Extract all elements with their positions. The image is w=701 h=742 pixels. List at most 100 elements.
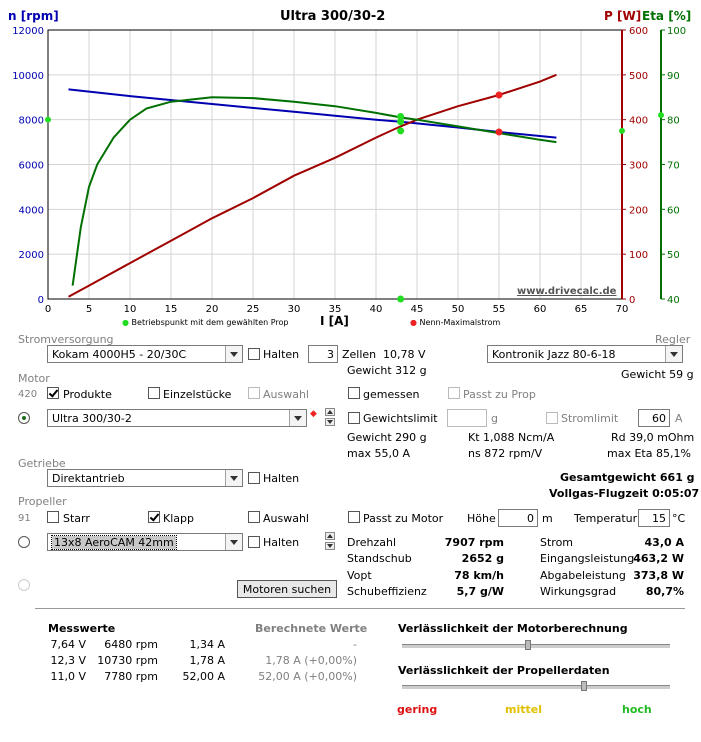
watermark: www.drivecalc.de [517, 286, 617, 297]
gemessen-checkbox[interactable] [348, 387, 360, 399]
hoch-label: hoch [622, 703, 652, 716]
propeller-label: Propeller [18, 495, 67, 508]
vollgas-flugzeit: Vollgas-Flugzeit 0:05:07 [549, 487, 700, 500]
zellen-input[interactable]: 3 [308, 345, 338, 363]
prop-select-value: 13x8 AeroCAM 42mm [51, 535, 177, 550]
passt-zu-prop-checkbox[interactable] [448, 387, 460, 399]
motor-weight: Gewicht 290 g [347, 431, 427, 444]
berechnete-heading: Berechnete Werte [255, 622, 368, 635]
x-tick-label: 70 [616, 304, 629, 315]
eta-edge-marker [658, 112, 664, 119]
spin-down-icon[interactable] [325, 542, 335, 550]
motor-select[interactable]: Ultra 300/30-2 [47, 409, 307, 427]
x-tick-label: 25 [247, 304, 260, 315]
eta-tick-label: 80 [667, 116, 680, 127]
vopt-value: 78 km/h [454, 569, 504, 582]
prop-count: 91 [18, 513, 31, 524]
nenn-point [495, 128, 503, 136]
schubeffizienz-value: 5,7 g/W [456, 585, 504, 598]
motoren-suchen-button[interactable]: Motoren suchen [237, 580, 337, 598]
x-tick-label: 15 [165, 304, 178, 315]
chart-title: Ultra 300/30-2 [280, 9, 386, 24]
gewichtslimit-checkbox[interactable] [348, 412, 360, 424]
gesamtgewicht: Gesamtgewicht 661 g [560, 471, 695, 484]
x-axis-label: I [A] [320, 314, 349, 328]
motor-ns: ns 872 rpm/V [468, 447, 543, 460]
stromlimit-checkbox[interactable] [546, 412, 558, 424]
regler-label: Regler [655, 333, 691, 346]
halten-battery-checkbox[interactable] [248, 348, 260, 360]
performance-chart: 0 5 10 15 20 25 30 35 40 45 50 55 60 65 70020004000600… [12, 26, 686, 315]
motor-reliability-thumb[interactable] [524, 640, 531, 650]
left-tick-label: 2000 [19, 250, 44, 261]
hoehe-input[interactable]: 0 [498, 509, 538, 527]
halten-battery-label: Halten [263, 348, 300, 361]
getriebe-label: Getriebe [18, 457, 66, 470]
third-radio[interactable] [18, 579, 30, 591]
spin-down-icon[interactable] [325, 418, 335, 426]
drehzahl-value: 7907 rpm [444, 536, 504, 549]
spin-up-icon[interactable] [325, 532, 335, 540]
stromlimit-input[interactable]: 60 [638, 409, 670, 427]
left-tick-label: 4000 [19, 205, 44, 216]
motor-label: Motor [18, 372, 50, 385]
verl-prop-label: Verlässlichkeit der Propellerdaten [398, 664, 610, 677]
x-tick-label: 50 [452, 304, 465, 315]
passt-zu-motor-checkbox[interactable] [348, 511, 360, 523]
prop-select[interactable]: 13x8 AeroCAM 42mm [47, 533, 243, 551]
prop-radio[interactable] [18, 536, 30, 548]
temperatur-input[interactable]: 15 [638, 509, 670, 527]
regler-weight: Gewicht 59 g [621, 368, 694, 381]
x-tick-label: 55 [493, 304, 506, 315]
einzelstuecke-checkbox[interactable] [148, 387, 160, 399]
eta-series-line [71, 96, 557, 286]
motor-radio[interactable] [18, 412, 30, 424]
x-tick-label: 60 [534, 304, 547, 315]
drehzahl-label: Drehzahl [347, 536, 397, 549]
x-tick-label: 40 [370, 304, 383, 315]
left-axis-label: n [rpm] [8, 9, 59, 23]
meas-calculated: - [353, 638, 357, 651]
halten-getriebe-checkbox[interactable] [248, 472, 260, 484]
m-unit-label: m [542, 512, 553, 525]
auswahl-motor-checkbox[interactable] [248, 387, 260, 399]
a-unit-label: A [675, 412, 683, 425]
regler-select[interactable]: Kontronik Jazz 80-6-18 [487, 345, 683, 363]
betriebspunkt-point [397, 127, 405, 135]
right-axis-label-eta: Eta [%] [642, 9, 692, 23]
prop-reliability-thumb[interactable] [581, 681, 588, 691]
power-series-line [68, 73, 557, 298]
halten-prop-checkbox[interactable] [248, 536, 260, 548]
gewichtslimit-input[interactable] [447, 409, 487, 427]
x-tick-label: 5 [86, 304, 92, 315]
gering-label: gering [397, 703, 438, 716]
motor-spinner[interactable] [325, 408, 335, 426]
abgabeleistung-label: Abgabeleistung [540, 569, 626, 582]
starr-checkbox[interactable] [47, 511, 59, 523]
meas-current: 52,00 A [182, 670, 225, 683]
red-diamond-icon: ◆ [310, 409, 317, 419]
produkte-checkbox[interactable] [47, 387, 59, 399]
left-tick-label: 0 [38, 295, 44, 306]
meas-rpm: 6480 rpm [104, 638, 158, 651]
motor-max-current: max 55,0 A [347, 447, 410, 460]
hoehe-label: Höhe [467, 512, 496, 525]
eingangsleistung-value: 463,2 W [633, 552, 684, 565]
battery-select[interactable]: Kokam 4000H5 - 20/30C [47, 345, 243, 363]
spin-up-icon[interactable] [325, 408, 335, 416]
produkte-label: Produkte [63, 388, 112, 401]
x-tick-label: 20 [206, 304, 219, 315]
battery-select-value: Kokam 4000H5 - 20/30C [52, 348, 187, 361]
chevron-down-icon [665, 346, 682, 362]
standschub-label: Standschub [347, 552, 412, 565]
auswahl-prop-checkbox[interactable] [248, 511, 260, 523]
klapp-checkbox[interactable] [148, 511, 160, 523]
motor-max-eta: max Eta 85,1% [607, 447, 691, 460]
zellen-label: Zellen [342, 348, 377, 361]
getriebe-select[interactable]: Direktantrieb [47, 469, 243, 487]
halten-getriebe-label: Halten [263, 472, 300, 485]
regler-select-value: Kontronik Jazz 80-6-18 [492, 348, 616, 361]
prop-spinner[interactable] [325, 532, 335, 550]
eta-tick-label: 70 [667, 161, 680, 172]
power-tick-label: 500 [629, 71, 648, 82]
